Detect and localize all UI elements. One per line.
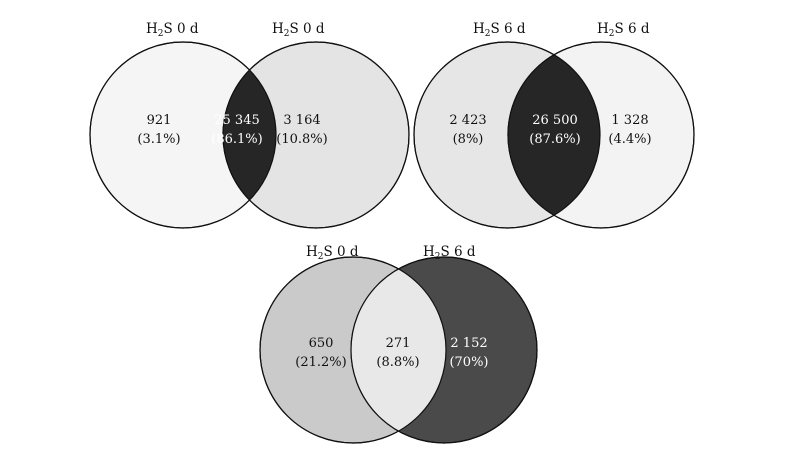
venn-bottom-overlap-region: [351, 257, 446, 443]
venn-top-left-only-b-percent: (10.8%): [276, 132, 327, 147]
venn-bottom-overlap-percent: (8.8%): [376, 355, 419, 370]
venn-top-right-overlap-count: 26 500: [532, 113, 578, 128]
venn-top-left-set-b-outline: [222, 41, 410, 229]
venn-top-right-set-a-outline: [413, 41, 601, 229]
venn-bottom-overlap-count: 271: [386, 336, 411, 351]
venn-top-left-only-a-count: 921: [147, 113, 172, 128]
venn-bottom-only-b-percent: (70%): [449, 355, 488, 370]
venn-top-right-only-a-percent: (8%): [453, 132, 484, 147]
venn-top-left-set-a-label: H2S 0 d: [146, 21, 199, 39]
venn-top-left-overlap-percent: (86.1%): [211, 132, 262, 147]
venn-top-left-overlap-count: 25 345: [214, 113, 260, 128]
venn-top-right-overlap-region: [508, 42, 600, 228]
venn-top-right-overlap-percent: (87.6%): [529, 132, 580, 147]
venn-top-right-set-b-label: H2S 6 d: [597, 21, 650, 39]
venn-bottom-set-a-outline: [259, 256, 447, 444]
venn-top-right-set-b-outline: [507, 41, 695, 229]
venn-bottom-set-a-label: H2S 0 d: [306, 244, 359, 262]
venn-top-left-only-b-count: 3 164: [283, 113, 320, 128]
venn-bottom-only-a-percent: (21.2%): [295, 355, 346, 370]
venn-top-left-set-b-label: H2S 0 d: [272, 21, 325, 39]
venn-bottom-only-a-count: 650: [309, 336, 334, 351]
venn-top-left-set-a-outline: [89, 41, 277, 229]
venn-bottom-set-b-outline: [350, 256, 538, 444]
venn-top-left-only-a-percent: (3.1%): [137, 132, 180, 147]
venn-top-right-only-b-count: 1 328: [611, 113, 648, 128]
venn-top-left: H2S 0 d H2S 0 d 921 (3.1%) 25 345 (86.1%…: [89, 21, 410, 229]
venn-top-right: H2S 6 d H2S 6 d 2 423 (8%) 26 500 (87.6%…: [413, 21, 695, 229]
venn-top-right-only-a-count: 2 423: [449, 113, 486, 128]
venn-bottom-set-b-label: H2S 6 d: [423, 244, 476, 262]
venn-bottom: H2S 0 d H2S 6 d 650 (21.2%) 271 (8.8%) 2…: [259, 244, 538, 444]
venn-bottom-only-b-count: 2 152: [450, 336, 487, 351]
venn-top-right-set-a-label: H2S 6 d: [473, 21, 526, 39]
venn-top-right-only-b-percent: (4.4%): [608, 132, 651, 147]
